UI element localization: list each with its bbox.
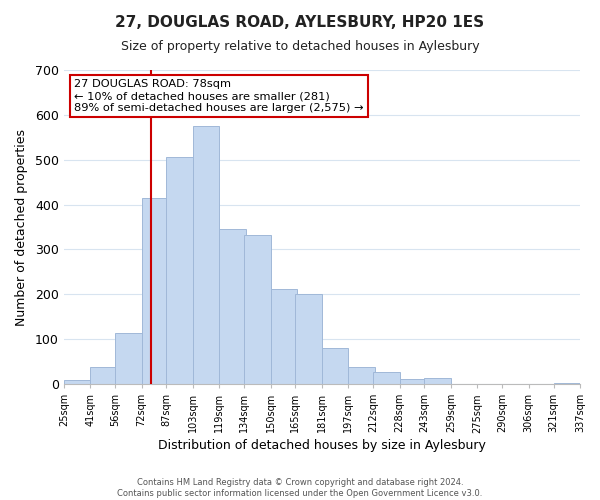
Bar [349, 368, 375, 384]
Y-axis label: Number of detached properties: Number of detached properties [15, 128, 28, 326]
Bar [554, 382, 580, 384]
Bar [142, 198, 168, 384]
X-axis label: Distribution of detached houses by size in Aylesbury: Distribution of detached houses by size … [158, 440, 486, 452]
Text: 27 DOUGLAS ROAD: 78sqm
← 10% of detached houses are smaller (281)
89% of semi-de: 27 DOUGLAS ROAD: 78sqm ← 10% of detached… [74, 80, 364, 112]
Bar [90, 367, 117, 384]
Text: 27, DOUGLAS ROAD, AYLESBURY, HP20 1ES: 27, DOUGLAS ROAD, AYLESBURY, HP20 1ES [115, 15, 485, 30]
Bar [166, 156, 193, 384]
Text: Contains HM Land Registry data © Crown copyright and database right 2024.
Contai: Contains HM Land Registry data © Crown c… [118, 478, 482, 498]
Bar [424, 378, 451, 384]
Bar [220, 230, 246, 384]
Bar [115, 334, 142, 384]
Text: Size of property relative to detached houses in Aylesbury: Size of property relative to detached ho… [121, 40, 479, 53]
Bar [322, 348, 349, 384]
Bar [400, 378, 426, 384]
Bar [244, 234, 271, 384]
Bar [295, 294, 322, 384]
Bar [193, 126, 220, 384]
Bar [271, 289, 297, 384]
Bar [373, 372, 400, 384]
Bar [64, 380, 90, 384]
